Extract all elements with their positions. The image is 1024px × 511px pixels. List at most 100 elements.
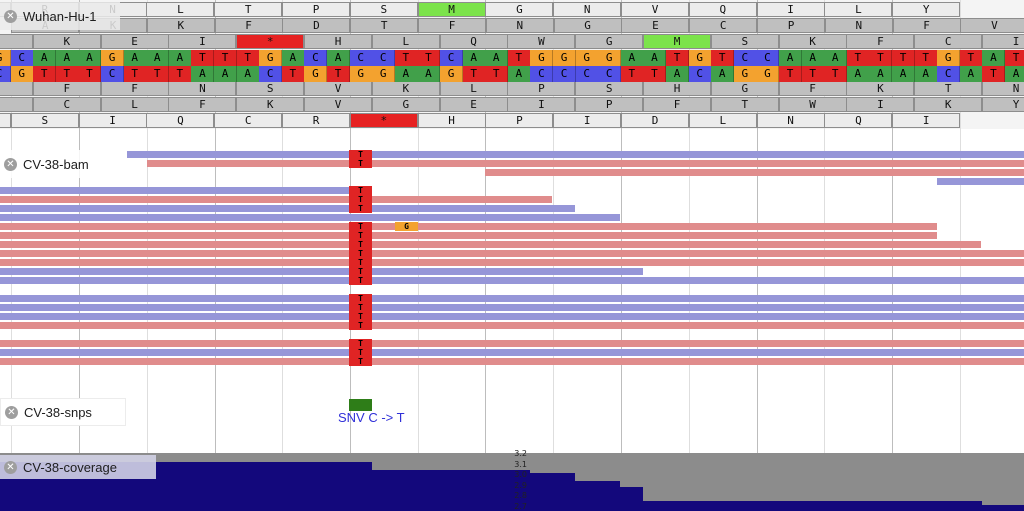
aa-reverse-frame-1: C [32,97,101,112]
coverage-area [0,462,1024,511]
aa-reverse-frame-2: K [846,81,915,96]
aa-reverse-frame-2: F [778,81,847,96]
aligned-read[interactable] [0,214,620,221]
aa-forward-frame-3: C [914,34,983,49]
reverse-strand-base: T [78,66,102,82]
aligned-read[interactable] [0,250,1024,257]
aligned-read[interactable] [0,304,1024,311]
forward-strand-base: C [372,50,396,66]
reverse-strand-base: G [756,66,780,82]
coverage-tick-label: 2.9 [514,480,527,490]
aligned-read[interactable] [0,277,1024,284]
forward-strand-base: T [417,50,441,66]
mismatch-base: T [349,150,372,159]
aa-forward-frame-3: S [710,34,779,49]
forward-strand-base: T [507,50,531,66]
aligned-read[interactable] [0,241,981,248]
forward-strand-base: A [33,50,57,66]
forward-strand-base: A [620,50,644,66]
aa-reverse-frame-2 [0,81,33,96]
aligned-read[interactable] [0,322,1024,329]
aligned-read[interactable] [0,187,349,194]
mismatch-base: T [349,312,372,321]
forward-strand-base: A [982,50,1006,66]
aa-reverse-frame-2: N [982,81,1024,96]
aa-forward-frame-2: F [418,18,486,33]
mismatch-base: T [349,294,372,303]
snps-track-label[interactable]: ✕ CV-38-snps [0,398,126,426]
close-icon[interactable]: ✕ [4,157,17,171]
reverse-strand-base: A [892,66,916,82]
bam-track-label[interactable]: ✕ CV-38-bam [0,150,126,178]
reverse-strand-base: A [1005,66,1024,82]
mismatch-base: T [349,258,372,267]
close-icon[interactable]: ✕ [5,405,18,419]
forward-strand-base: A [123,50,147,66]
aligned-read[interactable] [485,169,1024,176]
forward-strand-base: G [0,50,12,66]
aligned-read[interactable] [0,358,1024,365]
aligned-read[interactable] [0,340,1024,347]
aligned-read[interactable] [937,178,1024,185]
reference-track-label[interactable]: ✕ Wuhan-Hu-1 [0,2,120,30]
reverse-strand-base: A [959,66,983,82]
aa-forward-frame-2: G [553,18,622,33]
coverage-tick-label: 3.2 [514,449,527,458]
coverage-track-label[interactable]: ✕ CV-38-coverage [0,455,156,479]
aligned-read[interactable] [0,232,937,239]
aa-forward-frame-3: G [575,34,644,49]
reverse-strand-base: C [598,66,622,82]
close-icon[interactable]: ✕ [4,9,17,23]
reverse-strand-base: G [733,66,757,82]
reverse-strand-base: T [824,66,848,82]
aligned-read[interactable] [147,160,1024,167]
aligned-read[interactable] [0,349,1024,356]
aligned-read[interactable] [0,268,643,275]
mismatch-base: T [349,231,372,240]
close-icon[interactable]: ✕ [4,460,17,474]
aa-forward-frame-3: H [304,34,372,49]
reverse-strand-base: T [123,66,147,82]
forward-strand-base: G [553,50,577,66]
forward-strand-base: A [779,50,803,66]
aligned-read[interactable] [127,151,1024,158]
aa-reverse-frame-2: K [371,81,440,96]
aa-forward-frame-1: G [485,2,554,17]
aligned-read[interactable] [0,259,1024,266]
aligned-read[interactable] [0,196,552,203]
forward-strand-base: T [869,50,893,66]
aa-forward-frame-1: L [146,2,215,17]
reverse-strand-base: T [643,66,667,82]
mismatch-base: T [349,357,372,366]
forward-strand-base: G [259,50,283,66]
coverage-tick-label: 2.8 [514,491,527,500]
aa-forward-frame-2: V [960,18,1024,33]
reverse-strand-base: T [55,66,79,82]
coverage-chart[interactable] [0,453,1024,511]
aa-reverse-frame-1: W [778,97,847,112]
aa-forward-frame-2: F [892,18,961,33]
aligned-read[interactable] [0,313,1024,320]
snv-variant-marker[interactable] [349,399,372,411]
mismatch-base: T [349,249,372,258]
aligned-read[interactable] [0,295,1024,302]
forward-strand-base: T [914,50,938,66]
reverse-strand-base: C [0,66,12,82]
reverse-strand-base: T [281,66,305,82]
snv-variant-label: SNV C -> T [338,410,405,425]
aa-forward-frame-1: T [214,2,283,17]
aligned-read[interactable] [0,205,575,212]
reverse-strand-base: A [191,66,215,82]
forward-strand-base: G [598,50,622,66]
reverse-strand-base: G [10,66,34,82]
aa-forward-frame-1: Y [892,2,961,17]
reverse-strand-base: C [575,66,599,82]
aa-forward-frame-2: D [282,18,351,33]
aa-reverse-frame-3: I [78,113,147,128]
reverse-strand-base: G [440,66,464,82]
aa-reverse-frame-3: H [417,113,486,128]
aa-reverse-frame-1: G [371,97,440,112]
aligned-read[interactable] [0,223,937,230]
reverse-strand-base: T [146,66,170,82]
